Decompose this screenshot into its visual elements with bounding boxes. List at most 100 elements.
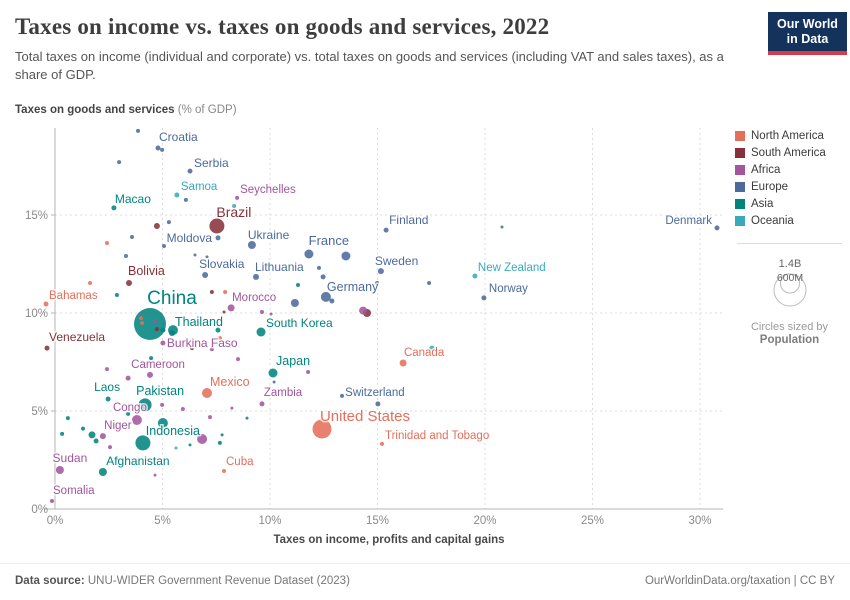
country-label-slovakia[interactable]: Slovakia bbox=[198, 256, 247, 273]
scatter-dot-trinidad-and-tobago[interactable] bbox=[380, 441, 384, 446]
scatter-dot-seychelles[interactable] bbox=[235, 195, 240, 200]
scatter-dot[interactable] bbox=[375, 281, 380, 285]
scatter-dot-brazil[interactable] bbox=[209, 218, 225, 234]
scatter-dot[interactable] bbox=[65, 416, 70, 421]
scatter-dot-croatia[interactable] bbox=[155, 145, 161, 151]
scatter-dot[interactable] bbox=[130, 235, 134, 239]
scatter-dot[interactable] bbox=[236, 357, 240, 362]
scatter-dot[interactable] bbox=[153, 473, 157, 477]
country-label-germany[interactable]: Germany bbox=[325, 278, 380, 295]
scatter-dot[interactable] bbox=[136, 128, 140, 133]
scatter-dot[interactable] bbox=[166, 220, 171, 225]
scatter-dot-samoa[interactable] bbox=[174, 192, 180, 198]
scatter-dot[interactable] bbox=[205, 255, 209, 259]
scatter-dot[interactable] bbox=[174, 446, 178, 450]
scatter-dot-morocco[interactable] bbox=[227, 304, 235, 312]
country-label-brazil[interactable]: Brazil bbox=[215, 203, 253, 222]
scatter-dot-new-zealand[interactable] bbox=[472, 273, 478, 279]
country-label-france[interactable]: France bbox=[307, 232, 350, 250]
legend-item-oceania[interactable]: Oceania bbox=[735, 215, 847, 227]
scatter-dot-china[interactable] bbox=[134, 308, 166, 340]
scatter-dot[interactable] bbox=[60, 431, 65, 436]
scatter-dot-indonesia[interactable] bbox=[135, 435, 151, 451]
legend-item-south-america[interactable]: South America bbox=[735, 147, 847, 159]
country-label-ukraine[interactable]: Ukraine bbox=[246, 227, 291, 244]
scatter-dot[interactable] bbox=[232, 204, 237, 208]
country-label-croatia[interactable]: Croatia bbox=[158, 129, 200, 146]
country-label-norway[interactable]: Norway bbox=[487, 281, 529, 296]
scatter-dot[interactable] bbox=[117, 160, 122, 165]
scatter-dot-niger[interactable] bbox=[99, 433, 106, 440]
legend-item-europe[interactable]: Europe bbox=[735, 181, 847, 193]
country-label-bolivia[interactable]: Bolivia bbox=[127, 263, 167, 280]
country-label-seychelles[interactable]: Seychelles bbox=[239, 182, 298, 197]
scatter-dot[interactable] bbox=[114, 293, 119, 297]
scatter-dot[interactable] bbox=[320, 274, 326, 280]
country-label-thailand[interactable]: Thailand bbox=[174, 314, 225, 331]
scatter-dot[interactable] bbox=[160, 402, 165, 407]
scatter-dot-canada[interactable] bbox=[399, 359, 407, 367]
scatter-dot[interactable] bbox=[209, 347, 214, 352]
scatter-dot[interactable] bbox=[193, 253, 197, 257]
scatter-dot[interactable] bbox=[88, 431, 96, 439]
scatter-dot[interactable] bbox=[105, 367, 109, 372]
scatter-dot[interactable] bbox=[359, 306, 368, 315]
country-label-macao[interactable]: Macao bbox=[113, 190, 152, 207]
scatter-dot-zambia[interactable] bbox=[259, 401, 265, 407]
scatter-dot[interactable] bbox=[154, 327, 159, 332]
scatter-dot-united-states[interactable] bbox=[312, 419, 332, 439]
scatter-dot[interactable] bbox=[140, 321, 145, 325]
country-label-sudan[interactable]: Sudan bbox=[51, 450, 89, 467]
scatter-dot[interactable] bbox=[153, 223, 160, 229]
scatter-dot[interactable] bbox=[269, 312, 273, 316]
country-label-somalia[interactable]: Somalia bbox=[52, 484, 97, 499]
scatter-dot-macao[interactable] bbox=[111, 205, 117, 211]
scatter-dot[interactable] bbox=[329, 298, 335, 304]
country-label-moldova[interactable]: Moldova bbox=[165, 229, 214, 246]
country-label-sweden[interactable]: Sweden bbox=[373, 253, 419, 270]
scatter-dot[interactable] bbox=[222, 310, 226, 314]
scatter-dot[interactable] bbox=[296, 283, 300, 287]
scatter-dot-denmark[interactable] bbox=[714, 225, 720, 231]
scatter-dot[interactable] bbox=[429, 345, 435, 351]
scatter-dot-pakistan[interactable] bbox=[138, 398, 152, 412]
scatter-dot[interactable] bbox=[157, 418, 168, 428]
country-label-trinidad-and-tobago[interactable]: Trinidad and Tobago bbox=[384, 428, 491, 443]
scatter-dot-slovakia[interactable] bbox=[202, 272, 209, 278]
scatter-dot-south-korea[interactable] bbox=[256, 327, 266, 337]
scatter-dot[interactable] bbox=[209, 290, 214, 294]
country-label-canada[interactable]: Canada bbox=[402, 346, 446, 361]
country-label-venezuela[interactable]: Venezuela bbox=[48, 329, 107, 346]
scatter-dot[interactable] bbox=[125, 375, 131, 381]
scatter-dot-france[interactable] bbox=[304, 249, 314, 259]
country-label-cuba[interactable]: Cuba bbox=[225, 455, 256, 470]
scatter-dot[interactable] bbox=[208, 415, 212, 420]
scatter-dot-congo[interactable] bbox=[131, 415, 142, 425]
scatter-dot[interactable] bbox=[162, 244, 166, 248]
scatter-dot-finland[interactable] bbox=[383, 227, 389, 233]
scatter-dot-mexico[interactable] bbox=[202, 388, 212, 398]
scatter-dot[interactable] bbox=[180, 407, 185, 411]
country-label-burkina-faso[interactable]: Burkina Faso bbox=[165, 335, 239, 352]
scatter-dot[interactable] bbox=[190, 346, 194, 351]
scatter-dot-germany[interactable] bbox=[320, 291, 331, 302]
scatter-dot[interactable] bbox=[188, 443, 192, 447]
scatter-dot-venezuela[interactable] bbox=[44, 345, 50, 351]
scatter-dot[interactable] bbox=[149, 356, 154, 361]
scatter-dot[interactable] bbox=[340, 393, 344, 398]
scatter-dot[interactable] bbox=[139, 316, 143, 321]
country-label-samoa[interactable]: Samoa bbox=[179, 180, 219, 195]
scatter-dot[interactable] bbox=[217, 336, 222, 341]
country-label-morocco[interactable]: Morocco bbox=[231, 290, 278, 305]
scatter-dot[interactable] bbox=[183, 197, 188, 202]
scatter-dot-bahamas[interactable] bbox=[43, 301, 49, 307]
scatter-dot-lithuania[interactable] bbox=[253, 273, 259, 280]
scatter-dot[interactable] bbox=[215, 327, 221, 333]
legend-item-north-america[interactable]: North America bbox=[735, 130, 847, 142]
scatter-dot[interactable] bbox=[245, 416, 249, 420]
scatter-dot[interactable] bbox=[81, 426, 85, 431]
scatter-dot-switzerland[interactable] bbox=[375, 401, 381, 407]
country-label-united-states[interactable]: United States bbox=[318, 407, 411, 427]
country-label-mexico[interactable]: Mexico bbox=[209, 374, 252, 391]
country-label-switzerland[interactable]: Switzerland bbox=[344, 385, 406, 400]
